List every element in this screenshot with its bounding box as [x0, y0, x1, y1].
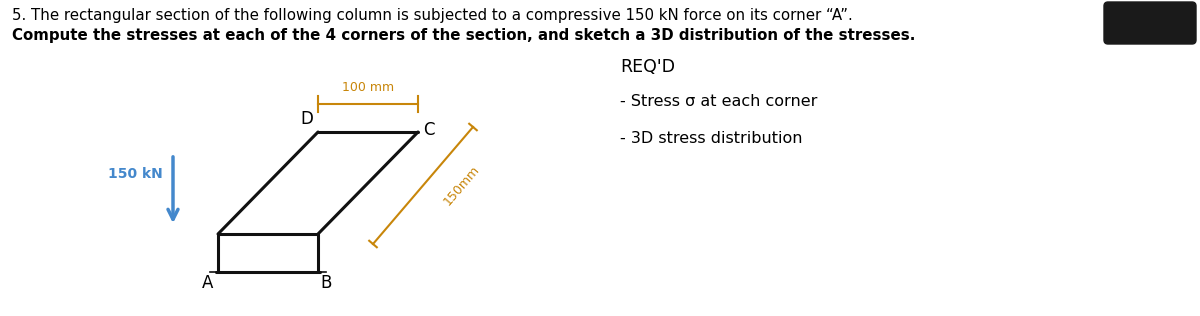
Text: Compute the stresses at each of the 4 corners of the section, and sketch a 3D di: Compute the stresses at each of the 4 co…: [12, 28, 916, 43]
Text: 150 kN: 150 kN: [108, 167, 163, 181]
Text: - Stress σ at each corner: - Stress σ at each corner: [620, 94, 817, 109]
Text: A: A: [202, 274, 214, 292]
Text: REQ'D: REQ'D: [620, 58, 674, 76]
Text: - 3D stress distribution: - 3D stress distribution: [620, 131, 803, 146]
Text: D: D: [300, 110, 313, 128]
Text: 100 mm: 100 mm: [342, 81, 394, 94]
Text: C: C: [424, 121, 434, 139]
Text: 150mm: 150mm: [442, 163, 482, 208]
Text: B: B: [320, 274, 331, 292]
Text: 5. The rectangular section of the following column is subjected to a compressive: 5. The rectangular section of the follow…: [12, 8, 853, 23]
FancyBboxPatch shape: [1104, 2, 1196, 44]
